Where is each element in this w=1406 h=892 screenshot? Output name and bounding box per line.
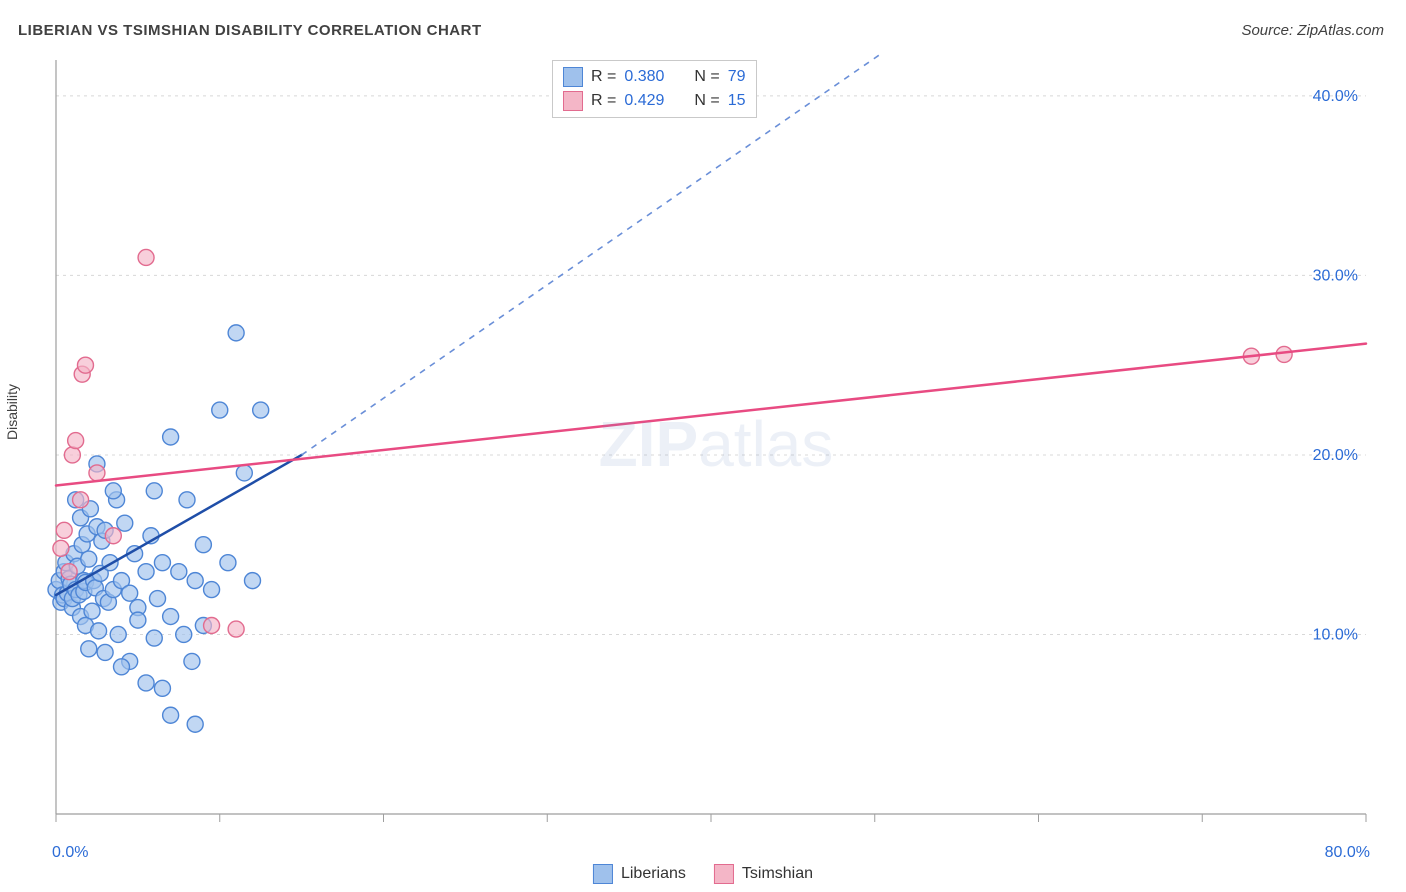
series-legend-item: Tsimshian <box>714 862 813 886</box>
legend-n-label: N = <box>694 89 719 113</box>
svg-text:40.0%: 40.0% <box>1313 88 1358 105</box>
legend-swatch <box>714 864 734 884</box>
legend-row: R = 0.380 N = 79 <box>563 65 746 89</box>
svg-text:30.0%: 30.0% <box>1313 267 1358 284</box>
legend-row: R = 0.429 N = 15 <box>563 89 746 113</box>
scatter-chart-svg: 10.0% 20.0% 30.0% 40.0% <box>46 54 1386 834</box>
axis-tick-label: 0.0% <box>52 844 88 862</box>
legend-n-value: 79 <box>728 65 746 89</box>
plot-area: 10.0%20.0%30.0%40.0% ZIPatlas R = 0.380N… <box>46 54 1386 834</box>
legend-r-value: 0.429 <box>624 89 664 113</box>
legend-swatch <box>563 91 583 111</box>
source-attribution: Source: ZipAtlas.com <box>1241 22 1384 39</box>
legend-r-value: 0.380 <box>624 65 664 89</box>
svg-text:20.0%: 20.0% <box>1313 447 1358 464</box>
series-legend: Liberians Tsimshian <box>593 862 813 886</box>
correlation-legend: R = 0.380 N = 79 R = 0.429 N = 15 <box>552 60 757 118</box>
chart-container: LIBERIAN VS TSIMSHIAN DISABILITY CORRELA… <box>0 0 1406 892</box>
legend-r-label: R = <box>591 89 616 113</box>
chart-title: LIBERIAN VS TSIMSHIAN DISABILITY CORRELA… <box>18 22 482 39</box>
legend-swatch <box>563 67 583 87</box>
y-axis-label: Disability <box>4 384 20 440</box>
series-legend-item: Liberians <box>593 862 686 886</box>
svg-text:10.0%: 10.0% <box>1313 626 1358 643</box>
legend-r-label: R = <box>591 65 616 89</box>
legend-n-value: 15 <box>728 89 746 113</box>
series-legend-label: Liberians <box>621 862 686 886</box>
series-legend-label: Tsimshian <box>742 862 813 886</box>
legend-swatch <box>593 864 613 884</box>
legend-n-label: N = <box>694 65 719 89</box>
axis-tick-label: 80.0% <box>1325 844 1370 862</box>
